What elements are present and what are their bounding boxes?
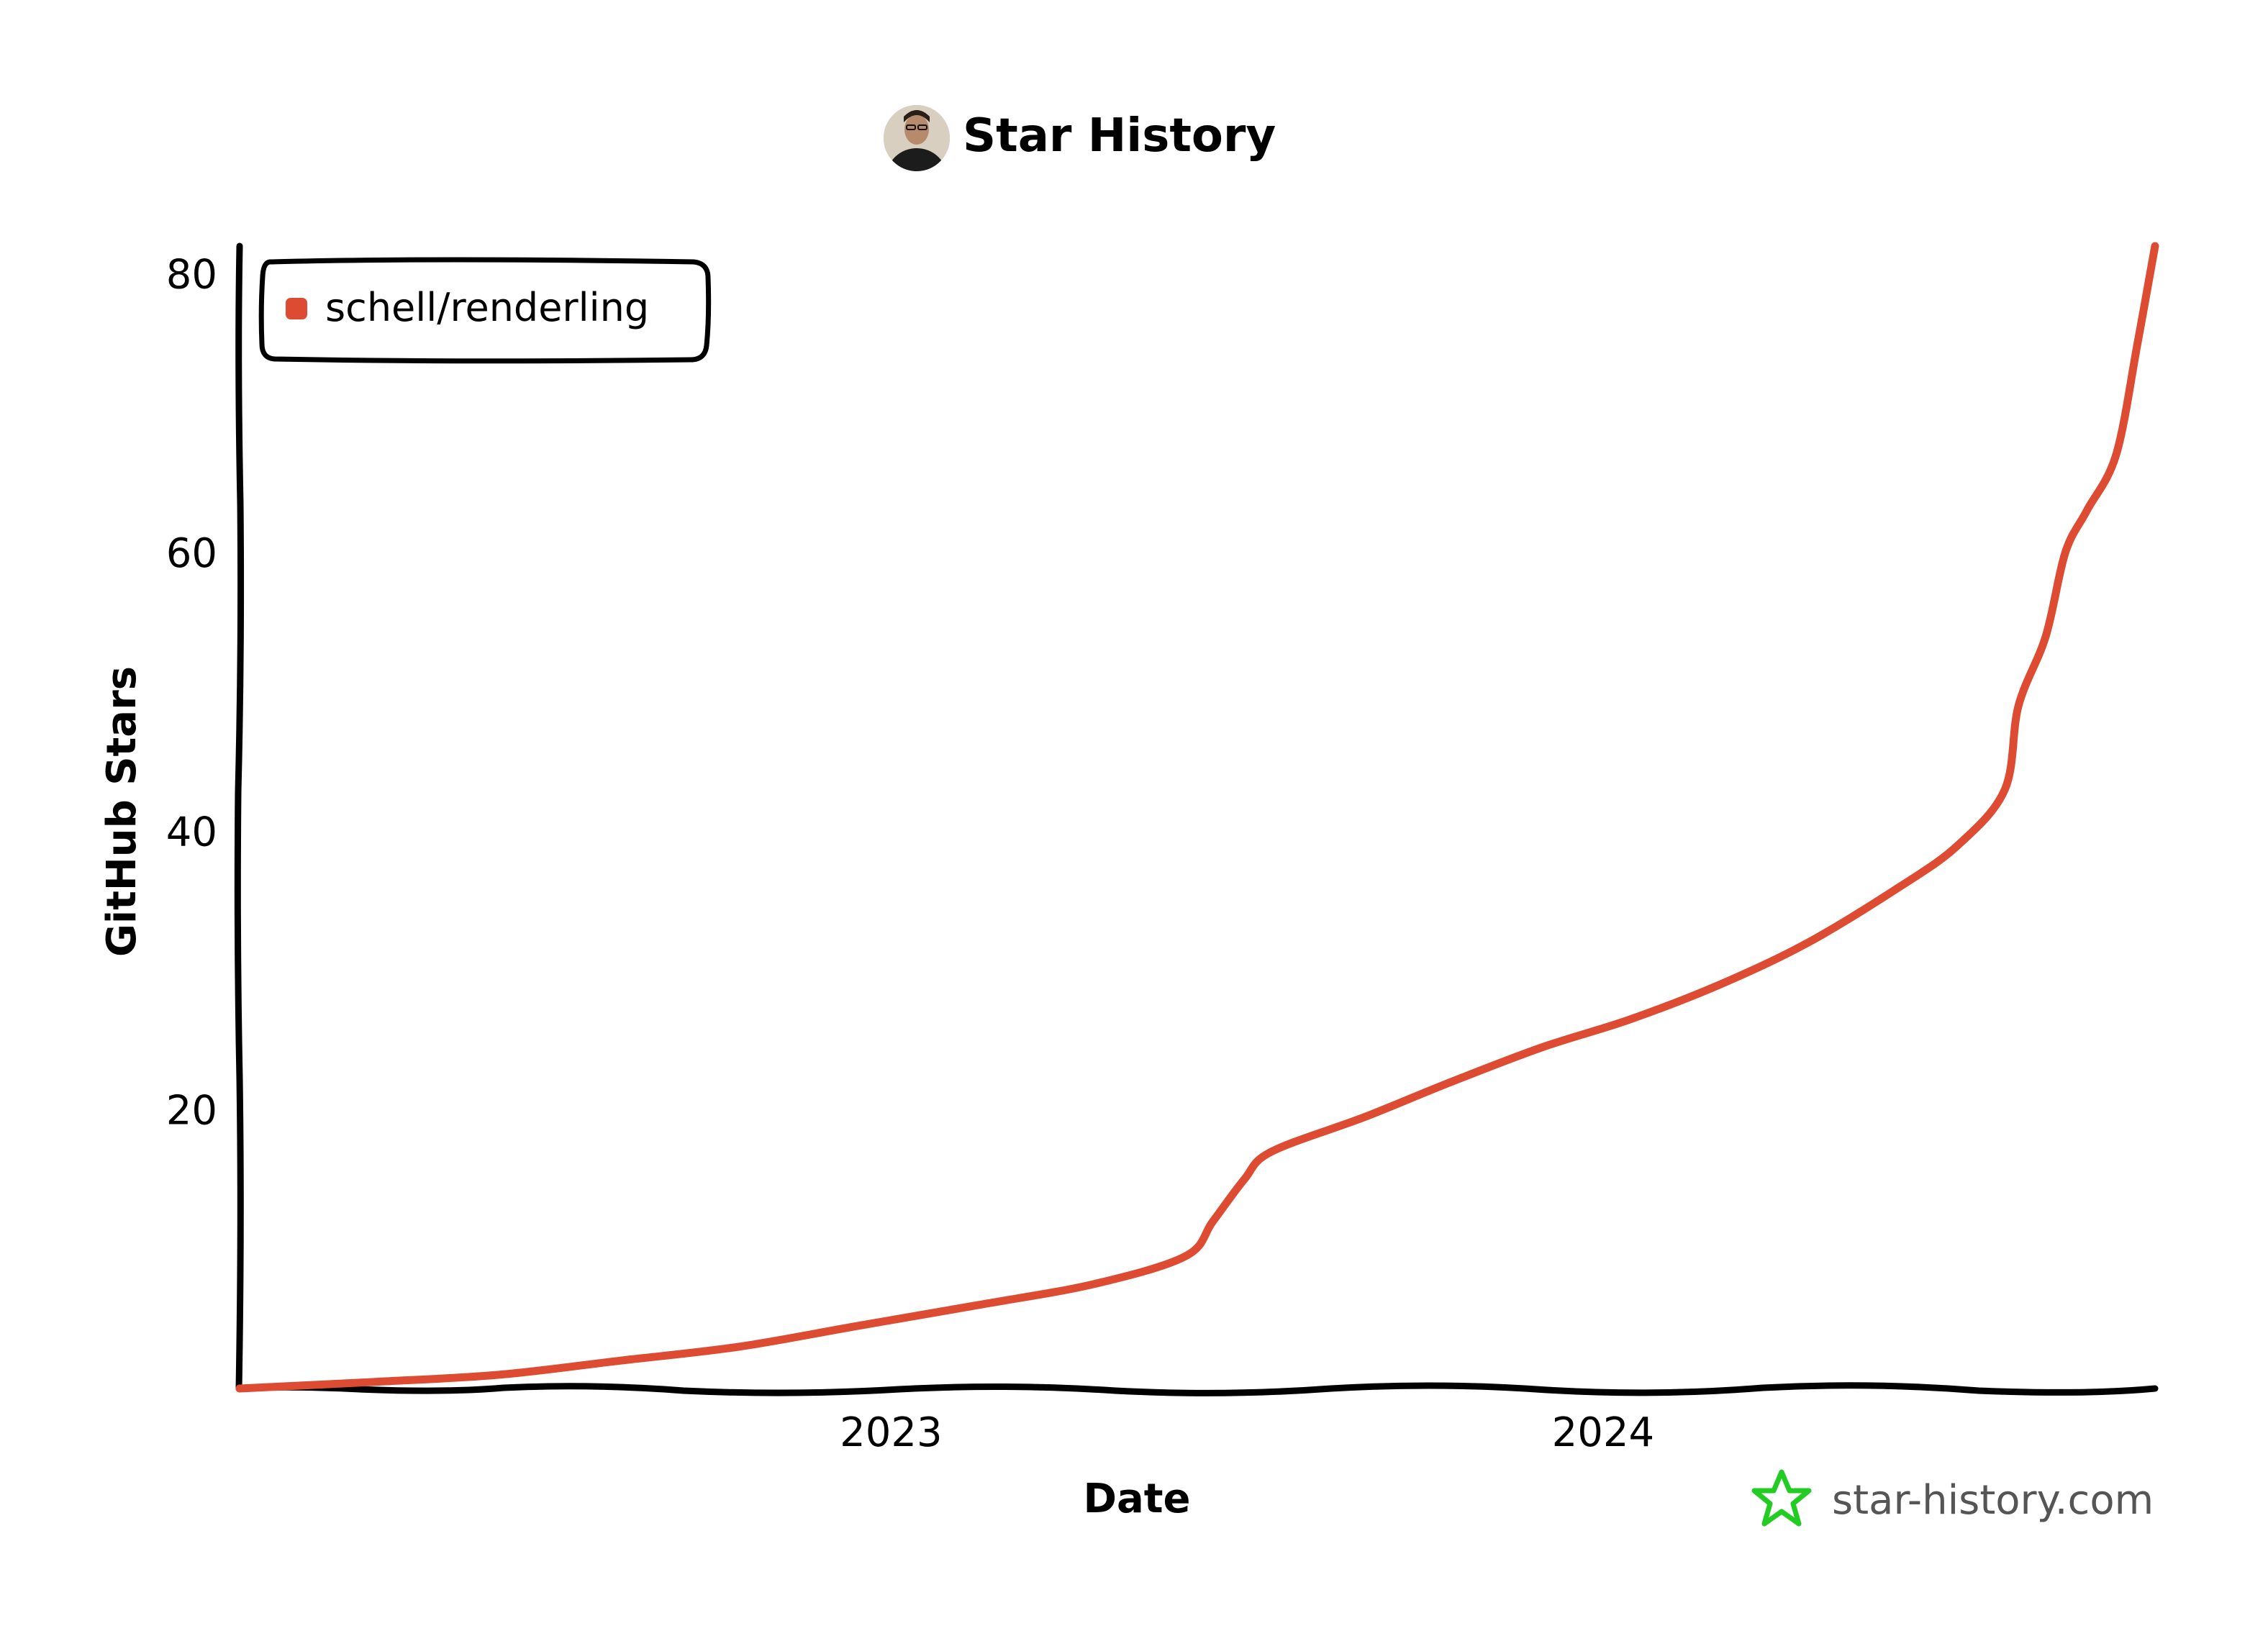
- y-tick-label: 60: [166, 530, 217, 577]
- watermark-link[interactable]: star-history.com: [1832, 1477, 2154, 1524]
- chart-header: Star History: [884, 105, 1276, 171]
- y-tick-label: 80: [166, 252, 217, 299]
- y-axis-line: [234, 242, 245, 1392]
- x-tick-labels: 2023 2024: [840, 1409, 1654, 1456]
- legend-label: schell/renderling: [325, 285, 649, 330]
- x-tick-label: 2024: [1552, 1409, 1655, 1456]
- star-outline-icon: [1751, 1469, 1812, 1527]
- legend-swatch: [286, 298, 307, 319]
- x-tick-label: 2023: [840, 1409, 943, 1456]
- series-line: [235, 242, 2159, 1393]
- legend: schell/renderling: [258, 257, 712, 364]
- y-tick-label: 40: [166, 809, 217, 855]
- x-axis-title: Date: [1083, 1476, 1190, 1522]
- chart-title: Star History: [963, 109, 1276, 163]
- y-tick-labels: 20 40 60 80: [166, 252, 217, 1135]
- user-avatar-icon: [884, 105, 950, 171]
- legend-box: [258, 257, 712, 364]
- watermark[interactable]: star-history.com: [1751, 1469, 2154, 1527]
- y-tick-label: 20: [166, 1088, 217, 1135]
- x-axis-line: [235, 1382, 2159, 1396]
- y-axis-title: GitHub Stars: [99, 666, 145, 957]
- axes: [234, 242, 2159, 1396]
